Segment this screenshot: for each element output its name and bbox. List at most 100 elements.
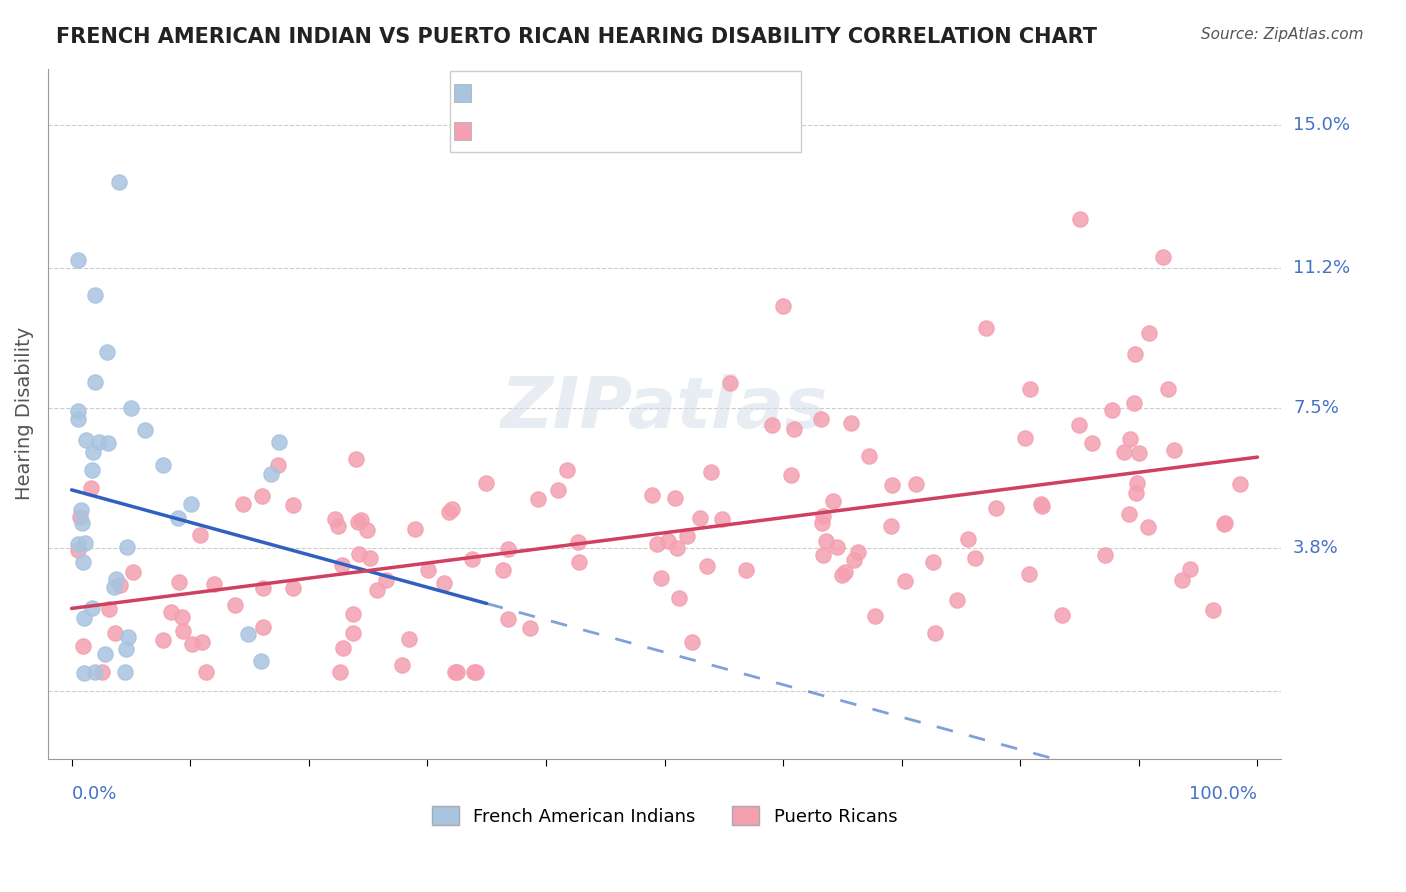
Point — [689, 511, 711, 525]
Point — [342, 607, 364, 622]
Point — [166, 510, 188, 524]
Point — [841, 417, 863, 431]
Point — [103, 580, 125, 594]
Point — [496, 612, 519, 626]
Point — [224, 598, 246, 612]
Point — [84, 375, 107, 389]
Point — [1019, 382, 1042, 396]
Point — [474, 475, 496, 490]
Point — [80, 600, 103, 615]
Point — [75, 434, 97, 448]
Text: -0.095: -0.095 — [527, 82, 592, 100]
Point — [180, 497, 202, 511]
Point — [398, 632, 420, 646]
Point — [811, 509, 834, 524]
Point — [359, 551, 381, 566]
Text: Source: ZipAtlas.com: Source: ZipAtlas.com — [1201, 27, 1364, 42]
Point — [844, 553, 866, 567]
Point — [347, 547, 370, 561]
Text: R =: R = — [471, 82, 510, 100]
Point — [1029, 497, 1052, 511]
Point — [69, 503, 91, 517]
Point — [72, 555, 94, 569]
Point — [880, 518, 903, 533]
Point — [108, 175, 131, 189]
Point — [783, 422, 806, 436]
Point — [1229, 477, 1251, 491]
Point — [1152, 250, 1174, 264]
Point — [94, 647, 117, 661]
Point — [66, 253, 89, 268]
Point — [104, 572, 127, 586]
Point — [700, 465, 723, 479]
Point — [121, 565, 143, 579]
Point — [172, 624, 194, 638]
Point — [718, 376, 741, 390]
Point — [1067, 417, 1090, 432]
Point — [905, 477, 928, 491]
Point — [330, 558, 353, 572]
Point — [946, 593, 969, 607]
Point — [252, 489, 274, 503]
Point — [547, 483, 569, 498]
Point — [1213, 516, 1236, 531]
Text: 11.2%: 11.2% — [1294, 260, 1350, 277]
Point — [1125, 486, 1147, 500]
Point — [66, 411, 89, 425]
Text: 100.0%: 100.0% — [1189, 786, 1257, 804]
Point — [811, 548, 834, 562]
Point — [232, 497, 254, 511]
Point — [711, 511, 734, 525]
Point — [1178, 562, 1201, 576]
Point — [811, 516, 834, 531]
Point — [1123, 396, 1146, 410]
Point — [568, 554, 591, 568]
Point — [332, 641, 354, 656]
Point — [437, 505, 460, 519]
Point — [72, 639, 94, 653]
Point — [115, 642, 138, 657]
Point — [681, 635, 703, 649]
Point — [82, 444, 104, 458]
Point — [66, 404, 89, 418]
Point — [344, 451, 367, 466]
Point — [250, 654, 273, 668]
Point — [97, 435, 120, 450]
Point — [120, 401, 142, 416]
Point — [356, 523, 378, 537]
Text: N =: N = — [612, 120, 651, 138]
Point — [858, 449, 880, 463]
Text: 0.440: 0.440 — [527, 120, 583, 138]
Point — [152, 458, 174, 472]
Point — [1136, 519, 1159, 533]
Text: 3.8%: 3.8% — [1294, 539, 1339, 557]
Point — [567, 534, 589, 549]
Point — [986, 500, 1008, 515]
Point — [496, 542, 519, 557]
Point — [97, 601, 120, 615]
Point — [1125, 347, 1147, 361]
Point — [848, 545, 870, 559]
Point — [188, 528, 211, 542]
Point — [734, 563, 756, 577]
Point — [519, 621, 541, 635]
Point — [84, 288, 107, 302]
Point — [84, 665, 107, 680]
Legend: French American Indians, Puerto Ricans: French American Indians, Puerto Ricans — [425, 799, 904, 833]
Point — [772, 299, 794, 313]
Point — [1101, 403, 1123, 417]
Point — [1157, 382, 1180, 396]
Text: 0.0%: 0.0% — [72, 786, 117, 804]
Point — [72, 611, 94, 625]
Point — [181, 638, 204, 652]
Point — [375, 573, 398, 587]
Point — [69, 510, 91, 524]
Point — [391, 658, 413, 673]
Point — [347, 515, 370, 529]
Point — [834, 566, 856, 580]
Point — [70, 516, 93, 531]
Point — [461, 552, 484, 566]
Point — [974, 321, 997, 335]
Point — [1119, 432, 1142, 446]
Text: R =: R = — [471, 120, 510, 138]
